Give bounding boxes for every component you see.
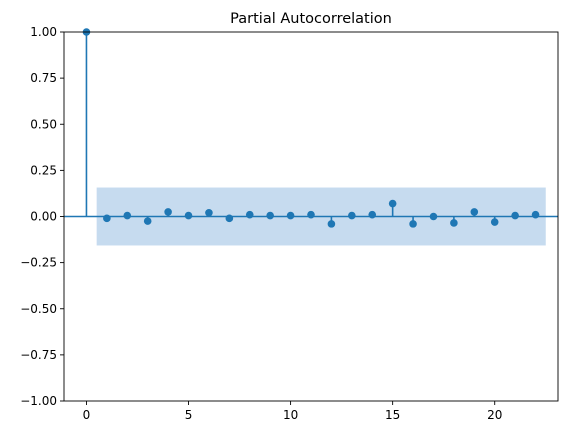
data-point — [307, 210, 315, 219]
data-point — [103, 214, 111, 223]
data-point — [225, 214, 234, 223]
data-point — [450, 219, 458, 227]
y-tick-label: 0.50 — [30, 117, 57, 131]
y-tick-label: 0.25 — [30, 163, 57, 177]
x-tick-label: 5 — [185, 408, 193, 422]
data-point — [266, 211, 274, 220]
x-tick-label: 15 — [385, 408, 400, 422]
data-point — [409, 220, 417, 228]
data-point — [429, 212, 438, 221]
data-point — [245, 210, 254, 219]
x-tick-label: 10 — [283, 408, 298, 422]
data-point — [143, 217, 152, 225]
x-tick-label: 20 — [487, 408, 502, 422]
y-tick-label: 0.75 — [30, 71, 57, 85]
plot-area: −1.00 −0.75 −0.50 −0.25 0.00 0.25 0.50 0.75 1.00… — [20, 25, 559, 422]
data-point — [531, 210, 540, 219]
y-tick-label: −0.25 — [20, 256, 57, 270]
chart-title: Partial Autocorrelation — [230, 11, 392, 27]
data-point — [348, 211, 356, 220]
y-tick-label: 0.00 — [30, 210, 57, 224]
data-point — [470, 208, 479, 216]
data-point — [123, 211, 132, 220]
data-point — [164, 208, 172, 216]
y-tick-label: −1.00 — [20, 394, 57, 408]
data-point — [184, 211, 193, 220]
x-tick-label: 0 — [83, 408, 91, 422]
data-point — [490, 218, 499, 226]
y-tick-label: −0.50 — [20, 302, 57, 316]
data-point — [205, 209, 213, 217]
data-point — [511, 211, 519, 220]
data-point — [368, 210, 377, 219]
y-tick-label: −0.75 — [20, 348, 57, 362]
data-point — [327, 220, 336, 228]
y-tick-label: 1.00 — [30, 25, 57, 39]
data-point — [388, 199, 397, 208]
data-point — [286, 211, 295, 220]
